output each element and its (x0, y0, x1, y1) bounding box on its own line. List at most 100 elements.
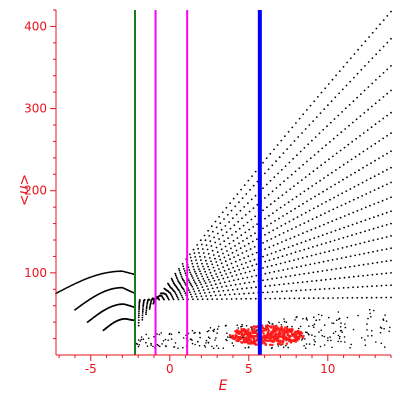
curve-point (291, 267, 294, 269)
curve-point (382, 117, 385, 120)
branch-point (120, 270, 123, 273)
curve-point (145, 313, 147, 316)
curve-point (335, 268, 337, 270)
curve-point (224, 225, 227, 227)
curve-point (342, 163, 345, 166)
band-point (277, 345, 280, 347)
curve-point (193, 268, 196, 271)
curve-point (319, 112, 322, 114)
curve-point (357, 196, 359, 199)
band-point (318, 331, 320, 333)
curve-point (338, 277, 341, 280)
curve-point (374, 142, 377, 145)
curve-point (366, 274, 369, 277)
curve-point (208, 291, 211, 294)
curve-point (297, 258, 300, 260)
band-point (366, 329, 368, 331)
curve-point (285, 290, 288, 292)
curve-point (328, 210, 330, 213)
curve-point (347, 286, 350, 289)
band-point (338, 337, 341, 340)
curve-point (266, 278, 269, 281)
curve-point (264, 297, 267, 300)
curve-point (324, 87, 327, 90)
curve-point (310, 254, 313, 257)
curve-point (304, 128, 307, 130)
curve-point (207, 265, 210, 268)
curve-point (307, 187, 310, 190)
curve-point (215, 226, 218, 229)
curve-point (238, 227, 241, 230)
curve-point (390, 10, 392, 13)
band-point (364, 344, 367, 347)
curve-point (273, 148, 275, 151)
band-point (375, 341, 377, 343)
curve-point (248, 281, 251, 284)
curve-point (292, 218, 295, 221)
curve-point (203, 234, 206, 237)
red-cluster-layer (229, 324, 305, 346)
cluster-point (288, 329, 291, 332)
cluster-point (298, 334, 301, 337)
curve-point (225, 273, 228, 275)
curve-point (282, 232, 285, 234)
left-branch-1 (55, 270, 136, 295)
cluster-point (276, 335, 279, 338)
curve-point (385, 224, 388, 226)
curve-point (220, 262, 223, 265)
band-point (146, 345, 149, 347)
curve-point (376, 238, 379, 241)
curve-point (330, 268, 333, 271)
curve-point (276, 144, 279, 146)
curve-point (385, 272, 388, 275)
cluster-point (247, 339, 250, 342)
curve-point (375, 296, 378, 299)
curve-point (302, 232, 304, 235)
cluster-point (278, 339, 281, 343)
curve-point (243, 206, 246, 208)
band-point (138, 344, 141, 346)
curve-point (332, 208, 335, 211)
curve-point (340, 204, 343, 207)
curve-point (346, 161, 349, 164)
cluster-point (283, 330, 286, 333)
x-tick-label: 10 (320, 362, 335, 376)
curve-point (382, 137, 384, 140)
cluster-point (297, 335, 300, 338)
curve-point (340, 131, 343, 134)
y-tick-label: 100 (24, 266, 47, 280)
curve-point (226, 213, 229, 216)
curve-point (349, 80, 352, 83)
curve-point (346, 176, 348, 179)
curve-point (200, 243, 203, 246)
cluster-point (275, 325, 278, 328)
curve-point (337, 194, 340, 197)
cluster-point (268, 332, 271, 335)
band-point (282, 346, 285, 349)
band-point (170, 338, 173, 340)
curve-point (368, 229, 371, 231)
band-point (313, 316, 315, 319)
curve-point (210, 294, 212, 297)
curve-point (200, 259, 202, 262)
curve-point (337, 297, 339, 299)
curve-point (238, 242, 240, 245)
cluster-point (249, 339, 252, 342)
curve-point (204, 270, 207, 273)
band-point (145, 333, 147, 336)
band-point (308, 325, 310, 327)
cluster-point (281, 333, 284, 337)
curve-point (232, 239, 235, 242)
curve-point (210, 245, 213, 247)
band-point (323, 344, 326, 346)
curve-point (216, 286, 219, 289)
curve-point (296, 216, 299, 219)
curve-point (318, 225, 321, 228)
curve-point (218, 268, 220, 270)
curve-point (262, 242, 264, 244)
curve-point (315, 216, 318, 219)
curve-point (255, 286, 257, 289)
curve-point (137, 319, 140, 321)
cluster-point (266, 332, 270, 335)
band-point (304, 347, 307, 350)
